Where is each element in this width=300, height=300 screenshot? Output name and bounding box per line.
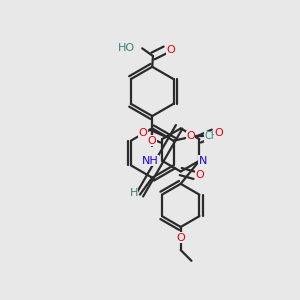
Text: NH: NH <box>141 156 158 166</box>
Text: O: O <box>148 136 157 146</box>
Text: O: O <box>214 128 223 138</box>
Text: H: H <box>130 188 138 198</box>
Text: O: O <box>138 128 147 138</box>
Text: HO: HO <box>118 43 135 53</box>
Text: O: O <box>186 131 195 141</box>
Text: O: O <box>176 233 185 243</box>
Text: O: O <box>166 45 175 55</box>
Text: O: O <box>196 170 204 180</box>
Text: CH₃: CH₃ <box>205 131 223 141</box>
Text: N: N <box>199 156 207 166</box>
